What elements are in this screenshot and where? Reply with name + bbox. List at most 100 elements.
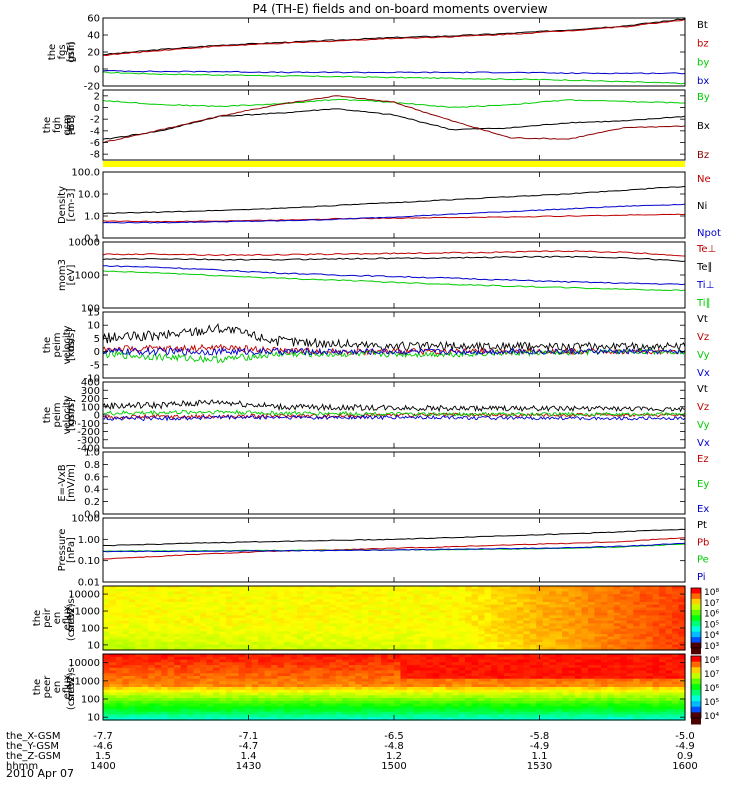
heatmap-cell [187, 628, 195, 632]
heatmap-cell [620, 706, 628, 710]
heatmap-cell [413, 607, 421, 611]
colorbar-segment [691, 678, 701, 686]
heatmap-cell [413, 615, 421, 619]
heatmap-cell [555, 604, 563, 608]
heatmap-cell [672, 665, 680, 669]
heatmap-cell [271, 700, 279, 705]
heatmap-cell [529, 602, 537, 606]
heatmap-cell [381, 667, 389, 672]
heatmap-cell [135, 698, 143, 702]
heatmap-cell [678, 647, 686, 651]
heatmap-cell [491, 689, 499, 694]
heatmap-cell [154, 689, 162, 694]
heatmap-cell [529, 665, 537, 669]
heatmap-cell [342, 626, 350, 630]
heatmap-cell [193, 599, 201, 603]
heatmap-cell [613, 596, 621, 600]
heatmap-cell [394, 662, 402, 666]
heatmap-cell [284, 695, 292, 699]
heatmap-cell [206, 709, 214, 713]
heatmap-cell [335, 626, 343, 630]
panel-frame [102, 311, 686, 379]
heatmap-cell [316, 662, 324, 666]
heatmap-cell [665, 610, 673, 614]
heatmap-cell [626, 636, 634, 640]
heatmap-cell [264, 628, 272, 632]
heatmap-cell [206, 673, 214, 677]
heatmap-cell [128, 709, 136, 713]
heatmap-cell [193, 662, 201, 666]
heatmap-cell [174, 642, 182, 646]
heatmap-cell [180, 717, 188, 721]
heatmap-cell [426, 667, 434, 672]
heatmap-cell [478, 639, 486, 643]
heatmap-cell [575, 594, 583, 598]
colorbar-segment [691, 637, 701, 644]
heatmap-cell [348, 673, 356, 677]
heatmap-cell [277, 610, 285, 614]
heatmap-cell [646, 711, 654, 716]
heatmap-cell [626, 602, 634, 606]
heatmap-cell [659, 711, 667, 716]
heatmap-cell [271, 662, 279, 666]
heatmap-cell [523, 642, 531, 646]
heatmap-cell [335, 594, 343, 598]
heatmap-cell [465, 607, 473, 611]
heatmap-cell [335, 700, 343, 705]
heatmap-cell [413, 711, 421, 716]
heatmap-cell [225, 695, 233, 699]
heatmap-cell [355, 634, 363, 638]
legend-bx: bx [697, 76, 709, 87]
heatmap-cell [633, 591, 641, 595]
heatmap-cell [613, 714, 621, 718]
legend-Ni: Ni [697, 201, 707, 212]
heatmap-cell [516, 703, 524, 707]
heatmap-cell [516, 689, 524, 694]
heatmap-cell [284, 586, 292, 590]
heatmap-cell [141, 620, 149, 624]
heatmap-cell [484, 631, 492, 635]
heatmap-cell [206, 684, 214, 688]
heatmap-cell [335, 642, 343, 646]
heatmap-cell [549, 602, 557, 606]
heatmap-cell [665, 692, 673, 696]
heatmap-cell [187, 684, 195, 688]
heatmap-cell [607, 692, 615, 696]
heatmap-cell [309, 610, 317, 614]
heatmap-cell [491, 711, 499, 716]
heatmap-cell [419, 642, 427, 646]
heatmap-cell [672, 636, 680, 640]
heatmap-cell [167, 639, 175, 643]
heatmap-cell [128, 612, 136, 616]
heatmap-cell [115, 706, 123, 710]
heatmap-cell [219, 620, 227, 624]
heatmap-cell [297, 667, 305, 672]
heatmap-cell [529, 667, 537, 672]
heatmap-cell [135, 700, 143, 705]
heatmap-cell [297, 659, 305, 663]
heatmap-cell [115, 703, 123, 707]
heatmap-cell [678, 596, 686, 600]
heatmap-cell [135, 612, 143, 616]
heatmap-cell [491, 670, 499, 674]
heatmap-cell [439, 662, 447, 666]
heatmap-cell [245, 626, 253, 630]
heatmap-cell [258, 642, 266, 646]
heatmap-cell [620, 692, 628, 696]
heatmap-cell [238, 717, 246, 721]
heatmap-cell [484, 676, 492, 680]
heatmap-cell [600, 684, 608, 688]
heatmap-cell [115, 692, 123, 696]
heatmap-cell [219, 698, 227, 702]
heatmap-cell [400, 604, 408, 608]
heatmap-cell [297, 684, 305, 688]
colorbar-label: 10⁵ [704, 698, 719, 708]
heatmap-cell [271, 599, 279, 603]
heatmap-cell [348, 695, 356, 699]
heatmap-cell [613, 623, 621, 627]
heatmap-cell [219, 604, 227, 608]
heatmap-cell [562, 684, 570, 688]
heatmap-cell [219, 636, 227, 640]
heatmap-cell [491, 667, 499, 672]
heatmap-cell [115, 634, 123, 638]
